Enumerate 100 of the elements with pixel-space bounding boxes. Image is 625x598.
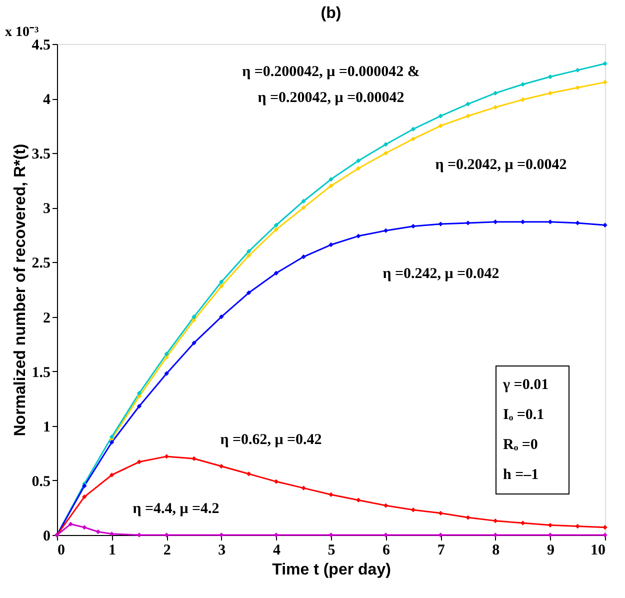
point	[328, 492, 334, 497]
x-tick-label: 4	[272, 542, 281, 558]
point	[356, 498, 361, 502]
y-tick-label: 3.5	[32, 146, 50, 163]
point	[96, 529, 100, 534]
x-axis-title: Time t (per day)	[272, 562, 391, 578]
point	[328, 176, 334, 182]
annotation: Rₒ =0	[503, 437, 538, 453]
point	[493, 518, 498, 524]
y-axis-title: Normalized number of recovered, R*(t)	[12, 144, 29, 436]
point	[356, 166, 361, 171]
point	[466, 220, 470, 226]
chart-title: (b)	[320, 5, 342, 22]
point	[328, 184, 334, 188]
x-tick-label: 2	[163, 542, 171, 558]
point	[493, 532, 498, 538]
point	[520, 82, 526, 87]
point	[192, 314, 196, 320]
point	[82, 525, 87, 530]
point	[438, 123, 443, 128]
x-tick-label: 7	[437, 542, 446, 558]
point	[164, 532, 169, 538]
point	[602, 80, 608, 85]
point	[246, 472, 252, 476]
point	[493, 220, 498, 224]
point	[383, 228, 388, 233]
point	[219, 464, 224, 469]
x-tick-label: 6	[382, 542, 391, 558]
point	[274, 222, 279, 228]
point	[383, 142, 388, 147]
point	[301, 198, 306, 204]
x-tick-label: 5	[328, 542, 336, 558]
point	[356, 234, 361, 238]
point	[410, 126, 416, 132]
point	[109, 472, 114, 478]
annotation: η =0.20042, μ =0.00042	[258, 90, 404, 106]
point	[438, 222, 443, 226]
x-tick-label: 9	[546, 542, 554, 558]
point	[602, 61, 608, 66]
point	[164, 371, 169, 376]
point	[301, 486, 306, 490]
annotation: h =–1	[503, 467, 539, 483]
y-tick-label: 2	[43, 310, 50, 326]
point	[575, 85, 580, 90]
point	[383, 503, 388, 508]
point	[410, 508, 416, 512]
point	[82, 484, 87, 488]
x-tick-label: 10	[590, 542, 606, 558]
x-tick-label: 3	[218, 542, 226, 558]
point	[328, 532, 334, 538]
point	[548, 220, 553, 224]
y-tick-label: 3	[43, 201, 50, 218]
y-tick-label: 4	[43, 92, 51, 108]
point	[246, 290, 252, 296]
point	[68, 522, 74, 526]
annotation: η =0.200042, μ =0.000042 &	[242, 64, 420, 80]
point	[109, 440, 114, 445]
annotation: η =0.2042, μ =0.0042	[435, 157, 567, 173]
point	[602, 532, 608, 538]
point	[219, 314, 224, 320]
point	[410, 136, 416, 142]
y-tick-label: 1	[43, 419, 50, 436]
annotation: η =0.62, μ =0.42	[220, 432, 322, 448]
point	[383, 150, 388, 156]
y-tick-label: 4.5	[32, 38, 50, 54]
point	[164, 454, 169, 459]
point	[274, 270, 279, 276]
point	[493, 90, 498, 96]
y-tick-label: 0.5	[32, 474, 50, 490]
y-tick-label: 1.5	[32, 364, 50, 381]
point	[602, 525, 608, 530]
x-tick-label: 1	[108, 542, 116, 558]
annotation: η =0.242, μ =0.042	[382, 266, 500, 282]
point	[602, 222, 608, 228]
y-tick-label: 0	[43, 528, 50, 544]
point	[520, 97, 526, 102]
annotation: Iₒ =0.1	[503, 407, 544, 423]
point	[438, 510, 443, 516]
point	[246, 253, 252, 258]
point	[164, 352, 169, 356]
point	[219, 532, 224, 538]
point	[136, 404, 142, 409]
point	[219, 284, 224, 289]
point	[109, 434, 114, 440]
point	[438, 114, 443, 118]
point	[466, 114, 470, 118]
point	[328, 242, 334, 248]
point	[136, 390, 142, 396]
y-tick-label: 2.5	[32, 256, 50, 272]
point	[548, 74, 553, 80]
annotation: γ =0.01	[502, 377, 549, 393]
point	[301, 205, 306, 210]
annotation: η =4.4, μ =4.2	[132, 501, 220, 517]
point	[575, 524, 580, 529]
x-tick-label: 0	[58, 542, 65, 558]
point	[548, 90, 553, 96]
point	[575, 68, 580, 73]
point	[575, 220, 580, 226]
point	[274, 227, 279, 232]
point	[192, 456, 196, 461]
